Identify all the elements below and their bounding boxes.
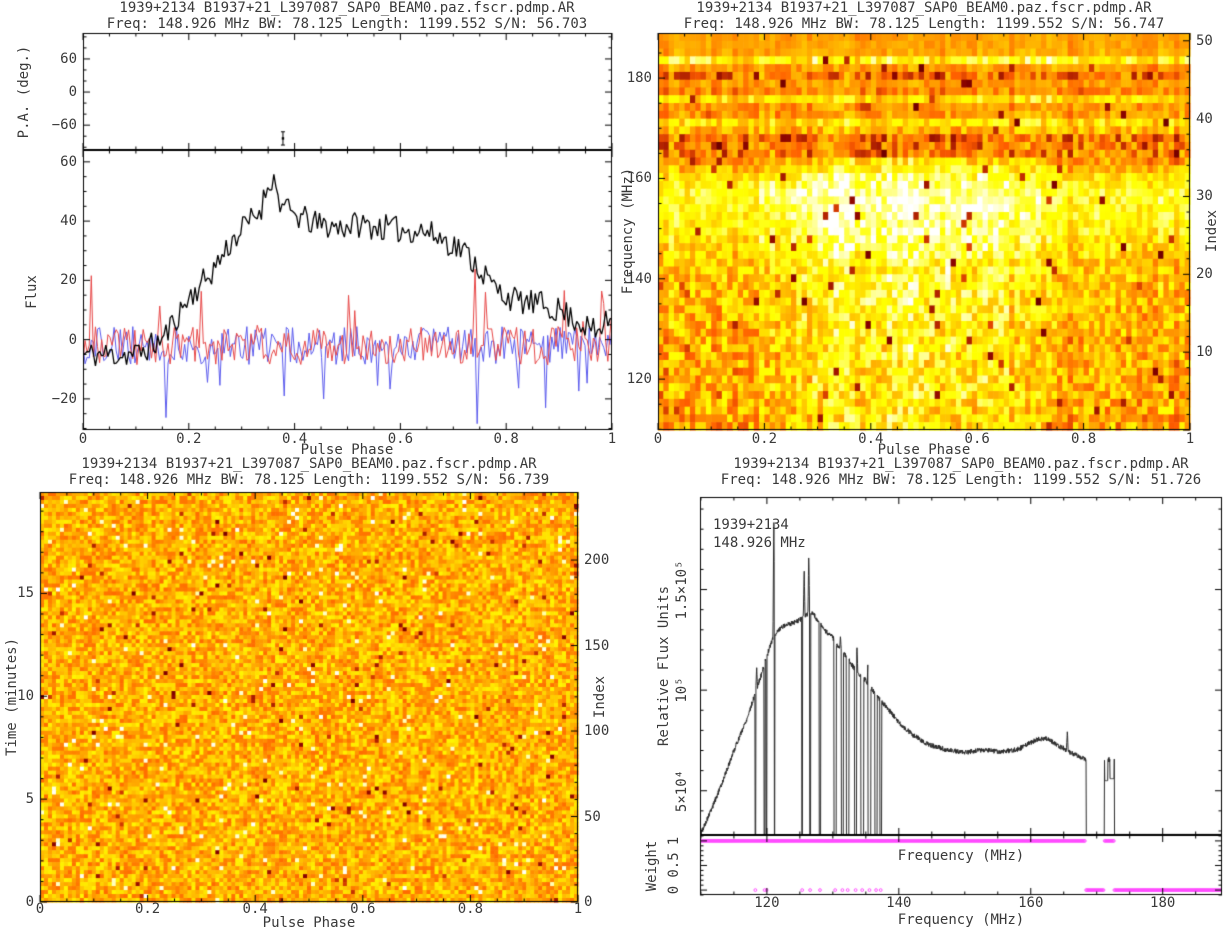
pdmp-diagnostic-page: 1939+2134 B1937+21_L397087_SAP0_BEAM0.pa… — [0, 0, 1226, 935]
plot-canvas — [0, 0, 1226, 935]
